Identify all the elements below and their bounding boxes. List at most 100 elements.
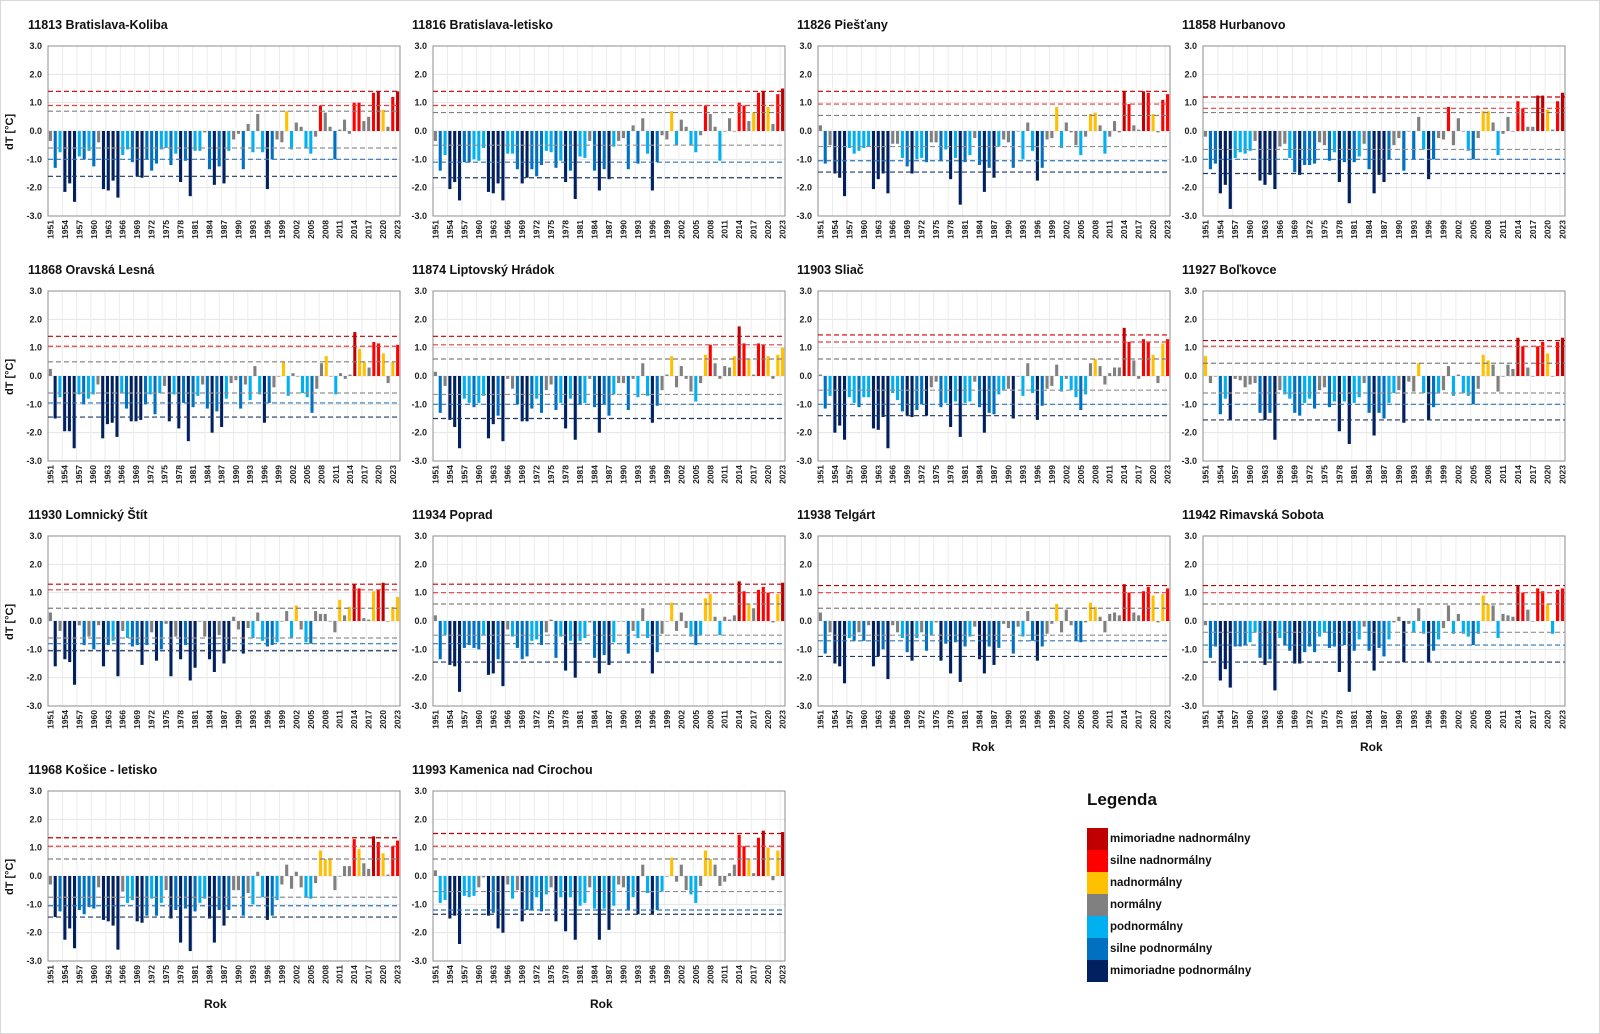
x-tick-label: 1969 [902,710,912,729]
bar-1996 [265,621,269,647]
bar-2000 [1055,604,1059,621]
bar-1994 [641,118,645,131]
x-tick-label: 1999 [1047,465,1057,484]
bar-1972 [535,876,539,898]
bar-1995 [261,621,265,641]
x-tick-label: 1963 [488,220,498,239]
bar-1992 [246,123,250,131]
bar-2023 [396,596,400,621]
bar-1998 [1045,131,1049,140]
x-tick-label: 1981 [960,220,970,239]
bar-1976 [167,376,171,422]
bar-1973 [539,621,544,646]
bar-2000 [1446,605,1451,621]
bar-1964 [881,131,885,174]
x-tick-label: 2011 [720,220,730,239]
x-tick-label: 2020 [763,220,773,239]
bar-1984 [205,376,209,409]
bar-1960 [477,876,481,888]
x-tick-label: 1990 [233,965,243,984]
y-tick-label: -1.0 [411,154,427,164]
bar-1982 [1357,131,1361,157]
bar-1965 [116,621,120,677]
bar-1991 [1402,376,1406,423]
bar-1992 [243,376,247,385]
bar-2023 [396,91,400,131]
bar-2014 [1516,337,1520,376]
bar-1992 [1407,131,1411,132]
bar-1999 [1050,376,1054,386]
bar-1989 [617,376,621,384]
x-tick-label: 1978 [561,465,571,484]
x-tick-label: 1966 [888,220,898,239]
bar-1988 [1387,621,1391,640]
bar-1966 [506,876,510,885]
bar-1998 [275,621,279,643]
x-tick-label: 1951 [45,220,55,239]
bar-1981 [1352,131,1356,163]
bar-1996 [650,131,654,191]
y-tick-label: -1.0 [1181,644,1197,654]
bar-1958 [467,876,471,898]
bar-2003 [684,126,688,131]
bar-2007 [703,598,707,621]
x-tick-label: 1972 [1305,465,1315,484]
bar-2010 [1496,376,1500,392]
x-tick-label: 1996 [1032,220,1042,239]
bar-1958 [852,131,856,154]
bar-1981 [963,376,967,403]
y-tick-label: -3.0 [26,956,42,966]
x-tick-label: 1981 [1349,465,1359,484]
bar-2006 [699,376,703,384]
x-tick-label: 1996 [647,965,657,984]
bar-1973 [1312,376,1317,409]
bar-1953 [443,376,447,386]
bar-2001 [1451,621,1456,634]
x-tick-label: 1993 [1018,220,1028,239]
bar-1968 [900,131,904,158]
x-tick-label: 1999 [277,965,287,984]
bar-1995 [1422,376,1426,393]
bar-1982 [198,876,202,903]
bar-2023 [391,361,395,376]
bar-2013 [1511,368,1515,376]
station-panel: 11816 Bratislava-letisko 3.0 2.0 1.0 0.0 -1.0… [405,10,790,250]
bar-1988 [612,131,616,147]
bar-2021 [386,874,390,876]
bar-1985 [1372,621,1376,671]
x-tick-label: 1993 [1018,710,1028,729]
bar-2016 [1132,360,1136,376]
x-tick-label: 2005 [306,710,316,729]
bar-1993 [636,376,640,398]
bar-2000 [670,111,674,131]
bar-1994 [641,864,645,876]
bar-2008 [1093,359,1097,376]
x-tick-label: 1954 [1215,710,1225,729]
bar-1970 [525,621,529,657]
bar-1956 [457,376,462,449]
station-panel: 11938 Telgárt 3.0 2.0 1.0 0.0 -1.0 -2.0 -3.0 195… [790,500,1175,740]
x-tick-label: 1969 [131,465,141,484]
bar-1996 [650,376,654,423]
x-tick-label: 1963 [873,220,883,239]
x-tick-label: 2005 [306,965,316,984]
bar-1954 [63,621,67,660]
bar-2009 [713,126,717,131]
x-tick-label: 1960 [474,220,484,239]
x-tick-label: 2005 [306,220,316,239]
x-tick-label: 1984 [975,710,985,729]
bar-1980 [186,376,190,442]
x-tick-label: 1987 [219,220,229,239]
bar-2014 [737,326,741,376]
x-tick-label: 1957 [74,465,84,484]
x-tick-label: 2014 [1119,710,1129,729]
x-tick-label: 1999 [274,465,284,484]
x-tick-label: 1996 [262,965,272,984]
bar-1978 [949,131,953,180]
bar-1981 [1352,376,1356,403]
bar-1988 [612,376,616,395]
x-tick-label: 1954 [60,220,70,239]
bar-1959 [472,621,476,648]
x-tick-label: 2020 [1148,465,1158,484]
plot-border [432,790,786,962]
